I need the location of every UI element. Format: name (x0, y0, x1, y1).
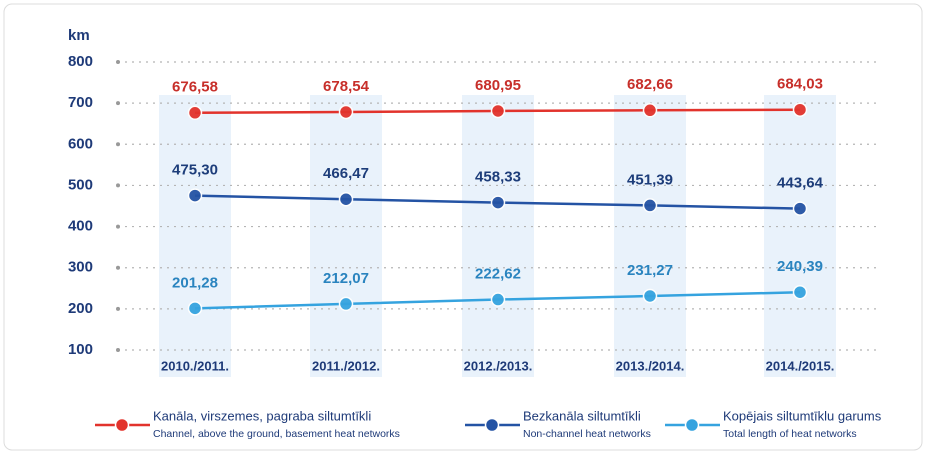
x-tick-label: 2010./2011. (161, 358, 229, 373)
data-label: 231,27 (627, 262, 673, 279)
data-point (338, 191, 354, 207)
category-band (764, 95, 836, 377)
data-point (338, 104, 354, 120)
data-label: 680,95 (475, 77, 521, 94)
legend-marker (114, 417, 130, 433)
x-tick-label: 2014./2015. (766, 358, 835, 373)
y-tick-label: 400 (68, 218, 93, 235)
x-tick-label: 2012./2013. (464, 358, 533, 373)
y-tick-label: 600 (68, 135, 93, 152)
legend-label: Kanāla, virszemes, pagraba siltumtīkli (153, 408, 371, 423)
category-band (159, 95, 231, 377)
tick-dot (116, 265, 120, 270)
data-label: 684,03 (777, 76, 823, 93)
data-label: 451,39 (627, 171, 673, 188)
data-label: 676,58 (172, 79, 218, 96)
data-point (490, 195, 506, 210)
data-point (792, 284, 808, 300)
tick-dot (116, 101, 120, 106)
legend-marker (484, 417, 500, 433)
y-axis-label: km (68, 27, 90, 44)
y-tick-label: 500 (68, 176, 93, 193)
legend-sublabel: Non-channel heat networks (523, 428, 651, 440)
y-tick-label: 700 (68, 94, 93, 111)
data-point (187, 188, 203, 203)
data-point (490, 292, 506, 307)
legend-label: Kopējais siltumtīklu garums (723, 408, 882, 423)
data-point (338, 296, 354, 312)
x-tick-label: 2013./2014. (616, 358, 685, 373)
data-label: 240,39 (777, 258, 823, 275)
data-label: 682,66 (627, 76, 673, 93)
data-label: 443,64 (777, 175, 824, 192)
category-band (462, 95, 534, 377)
category-band (310, 95, 382, 377)
data-label: 678,54 (323, 78, 370, 95)
data-point (187, 105, 203, 121)
data-label: 458,33 (475, 169, 521, 186)
legend-label: Bezkanāla siltumtīkli (523, 408, 641, 423)
y-tick-label: 100 (68, 341, 93, 358)
data-point (490, 103, 506, 119)
data-label: 222,62 (475, 266, 521, 283)
tick-dot (116, 224, 120, 229)
tick-dot (116, 306, 120, 311)
data-label: 212,07 (323, 270, 369, 287)
legend-marker (684, 417, 700, 433)
data-point (792, 201, 808, 216)
data-label: 466,47 (323, 165, 369, 182)
data-label: 201,28 (172, 274, 218, 291)
category-band (614, 95, 686, 377)
data-label: 475,30 (172, 162, 218, 179)
data-point (642, 103, 658, 118)
x-tick-label: 2011./2012. (312, 358, 380, 373)
data-point (187, 301, 203, 316)
data-point (642, 288, 658, 304)
legend-sublabel: Channel, above the ground, basement heat… (153, 428, 400, 440)
tick-dot (116, 183, 120, 188)
tick-dot (116, 60, 120, 64)
y-tick-label: 800 (68, 53, 93, 70)
legend-sublabel: Total length of heat networks (723, 428, 857, 440)
data-point (792, 102, 808, 117)
tick-dot (116, 142, 120, 147)
y-tick-label: 300 (68, 259, 93, 276)
data-point (642, 198, 658, 213)
tick-dot (116, 348, 120, 352)
y-tick-label: 200 (68, 300, 93, 317)
